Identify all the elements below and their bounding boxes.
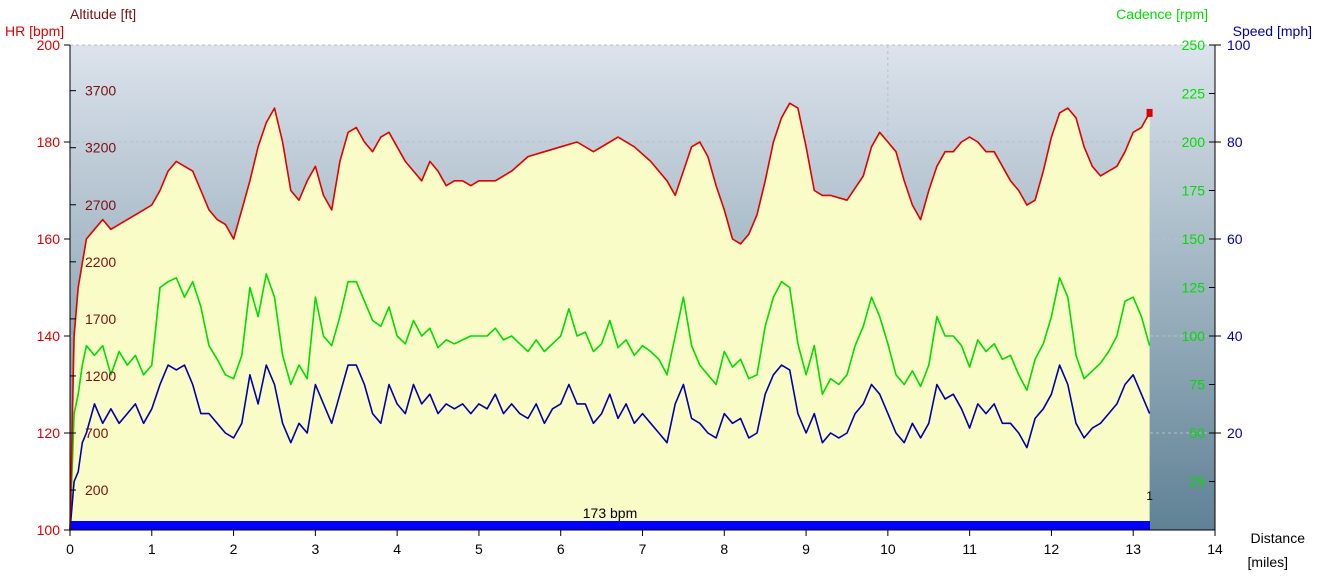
speed-tick-label: 20 — [1227, 425, 1243, 441]
cadence-tick-label: 50 — [1189, 425, 1205, 441]
cadence-tick-label: 250 — [1182, 37, 1206, 53]
hr-tick-label: 180 — [37, 134, 61, 150]
hr-zone-band — [70, 521, 1150, 530]
x-tick-label: 0 — [66, 541, 74, 557]
hr-zone-band-label: 173 bpm — [583, 505, 637, 521]
altitude-tick-label: 700 — [85, 425, 109, 441]
speed-tick-label: 80 — [1227, 134, 1243, 150]
x-tick-label: 9 — [802, 541, 810, 557]
x-tick-label: 4 — [393, 541, 401, 557]
x-tick-label: 11 — [962, 541, 977, 557]
altitude-tick-label: 200 — [85, 482, 109, 498]
x-axis-title-line2: [miles] — [1248, 554, 1288, 570]
x-tick-label: 2 — [230, 541, 238, 557]
hr-tick-label: 100 — [37, 522, 61, 538]
speed-tick-label: 60 — [1227, 231, 1243, 247]
cadence-tick-label: 150 — [1182, 231, 1206, 247]
hr-tick-label: 160 — [37, 231, 61, 247]
hr-tick-label: 200 — [37, 37, 61, 53]
series-layer — [69, 102, 1151, 531]
cadence-axis-title: Cadence [rpm] — [1116, 6, 1208, 22]
altitude-tick-label: 1200 — [85, 368, 116, 384]
x-tick-label: 7 — [639, 541, 647, 557]
hr-end-marker — [1146, 108, 1153, 117]
hr-axis-title: HR [bpm] — [5, 23, 64, 39]
x-tick-label: 13 — [1125, 541, 1141, 557]
x-axis-title-line1: Distance — [1251, 530, 1306, 546]
altitude-tick-label: 2700 — [85, 197, 116, 213]
x-tick-label: 6 — [557, 541, 565, 557]
end-marker-label: 1 — [1146, 489, 1153, 503]
x-tick-label: 1 — [148, 541, 156, 557]
cadence-tick-label: 125 — [1182, 280, 1206, 296]
x-tick-label: 14 — [1207, 541, 1223, 557]
axes-layer: 1001201401601802002007001200170022002700… — [37, 37, 1251, 557]
cadence-series-line — [69, 273, 1151, 531]
x-tick-label: 12 — [1044, 541, 1060, 557]
cadence-tick-label: 100 — [1182, 328, 1206, 344]
altitude-tick-label: 2200 — [85, 254, 116, 270]
cadence-tick-label: 175 — [1182, 183, 1206, 199]
cadence-tick-label: 75 — [1189, 377, 1205, 393]
speed-tick-label: 40 — [1227, 328, 1243, 344]
hr-fill-area — [70, 103, 1150, 530]
altitude-axis-title: Altitude [ft] — [70, 6, 136, 22]
cadence-tick-label: 200 — [1182, 134, 1206, 150]
x-tick-label: 5 — [475, 541, 483, 557]
hr-tick-label: 140 — [37, 328, 61, 344]
altitude-tick-label: 3700 — [85, 83, 116, 99]
speed-tick-label: 100 — [1227, 37, 1251, 53]
altitude-tick-label: 3200 — [85, 140, 116, 156]
hr-tick-label: 120 — [37, 425, 61, 441]
altitude-tick-label: 1700 — [85, 311, 116, 327]
cadence-tick-label: 225 — [1182, 86, 1206, 102]
speed-series-line — [69, 364, 1151, 531]
x-tick-label: 3 — [311, 541, 319, 557]
speed-axis-title: Speed [mph] — [1233, 23, 1312, 39]
x-tick-label: 10 — [880, 541, 896, 557]
hr-series-line — [69, 102, 1151, 531]
x-tick-label: 8 — [720, 541, 728, 557]
cadence-tick-label: 25 — [1189, 474, 1205, 490]
